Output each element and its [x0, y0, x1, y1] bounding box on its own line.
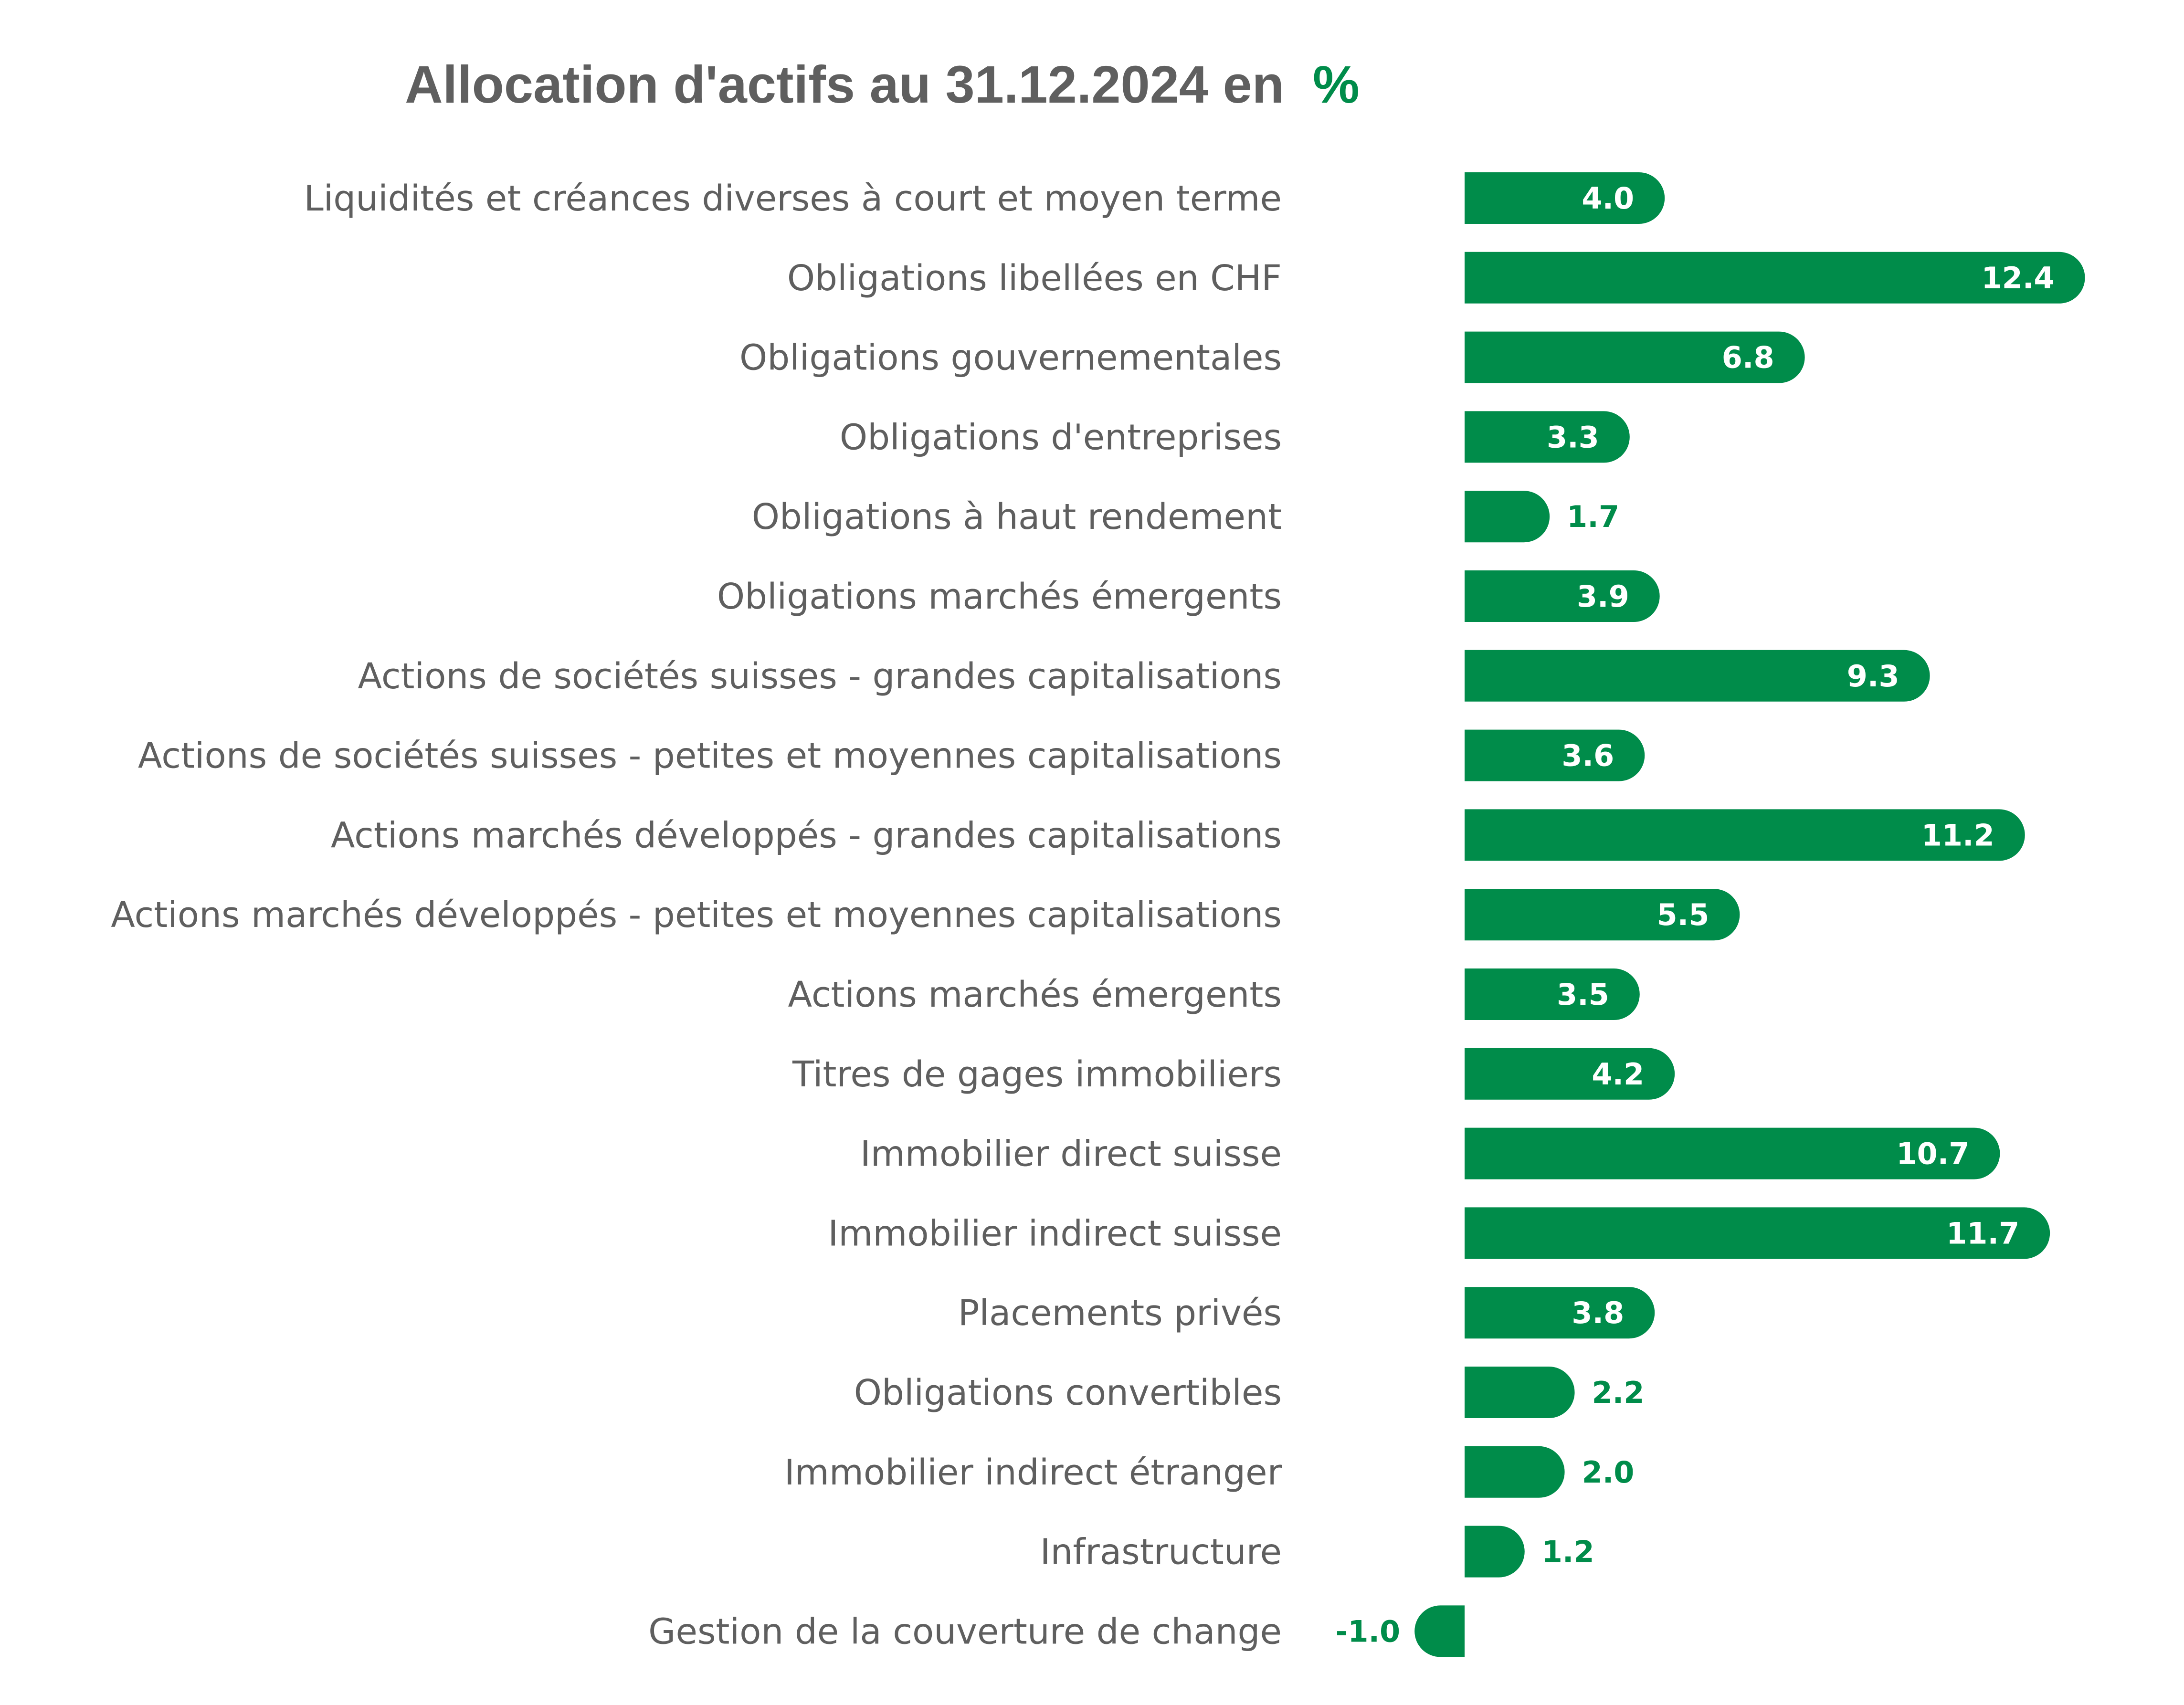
chart-title: Allocation d'actifs au 31.12.2024 en %: [405, 55, 1360, 114]
category-labels: Liquidités et créances diverses à court …: [111, 178, 1282, 1652]
data-label: 6.8: [1722, 340, 1774, 375]
bar: [1465, 172, 1665, 224]
bar: [1465, 1367, 1575, 1418]
category-label: Immobilier direct suisse: [860, 1134, 1282, 1175]
data-label: 9.3: [1847, 659, 1899, 694]
bar: [1465, 1526, 1525, 1578]
bar: [1465, 570, 1660, 622]
category-label: Obligations à haut rendement: [752, 496, 1282, 537]
data-label: 5.5: [1657, 897, 1709, 932]
data-label: 2.0: [1582, 1455, 1635, 1490]
category-label: Actions de sociétés suisses - grandes ca…: [358, 656, 1282, 697]
bar: [1465, 491, 1550, 543]
category-label: Actions marchés développés - grandes cap…: [331, 815, 1282, 856]
data-label: 11.2: [1921, 818, 1994, 852]
category-label: Liquidités et créances diverses à court …: [304, 178, 1282, 219]
bar: [1465, 968, 1640, 1020]
data-label: -1.0: [1336, 1614, 1401, 1649]
data-label: 1.7: [1567, 499, 1619, 534]
category-label: Immobilier indirect étranger: [784, 1452, 1282, 1493]
bar: [1414, 1605, 1465, 1657]
category-label: Obligations libellées en CHF: [787, 258, 1282, 299]
data-label: 3.8: [1572, 1295, 1624, 1330]
bar: [1465, 1446, 1565, 1498]
category-label: Obligations gouvernementales: [739, 337, 1282, 379]
bar: [1465, 809, 2025, 861]
bar: [1465, 1207, 2050, 1259]
category-label: Obligations d'entreprises: [840, 417, 1282, 458]
bar: [1465, 1287, 1655, 1339]
data-label: 3.9: [1577, 579, 1629, 614]
data-label: 10.7: [1896, 1137, 1969, 1171]
category-label: Immobilier indirect suisse: [828, 1213, 1282, 1254]
bar: [1465, 252, 2085, 304]
value-labels: 4.0 12.4 6.8 3.3 1.7 3.9 9.3 3.6 11.2 5.5 3.5 4.2 10…: [1336, 181, 2055, 1649]
category-label: Obligations marchés émergents: [717, 576, 1282, 617]
bars: [1414, 172, 2085, 1657]
bar: [1465, 1048, 1675, 1100]
category-label: Gestion de la couverture de change: [648, 1611, 1282, 1652]
data-label: 3.3: [1547, 420, 1599, 454]
chart-title-text: Allocation d'actifs au 31.12.2024 en: [405, 55, 1284, 114]
bar: [1465, 331, 1805, 383]
category-label: Obligations convertibles: [854, 1372, 1282, 1413]
data-label: 1.2: [1542, 1535, 1594, 1569]
chart-title-unit: %: [1313, 55, 1360, 114]
data-label: 4.2: [1592, 1057, 1644, 1092]
data-label: 4.0: [1582, 181, 1634, 216]
category-label: Placements privés: [958, 1293, 1282, 1334]
data-label: 2.2: [1592, 1375, 1645, 1410]
category-label: Titres de gages immobiliers: [792, 1054, 1282, 1095]
data-label: 3.6: [1562, 738, 1614, 773]
data-label: 12.4: [1982, 261, 2055, 295]
data-label: 3.5: [1557, 977, 1609, 1012]
bar: [1465, 729, 1645, 781]
bar: [1465, 411, 1630, 463]
data-label: 11.7: [1946, 1216, 2019, 1251]
bar: [1465, 889, 1740, 941]
category-label: Actions de sociétés suisses - petites et…: [138, 736, 1282, 777]
category-label: Actions marchés développés - petites et …: [111, 895, 1282, 936]
bar: [1465, 1127, 2000, 1179]
bar: [1465, 650, 1930, 702]
category-label: Infrastructure: [1040, 1532, 1282, 1573]
category-label: Actions marchés émergents: [788, 974, 1282, 1015]
